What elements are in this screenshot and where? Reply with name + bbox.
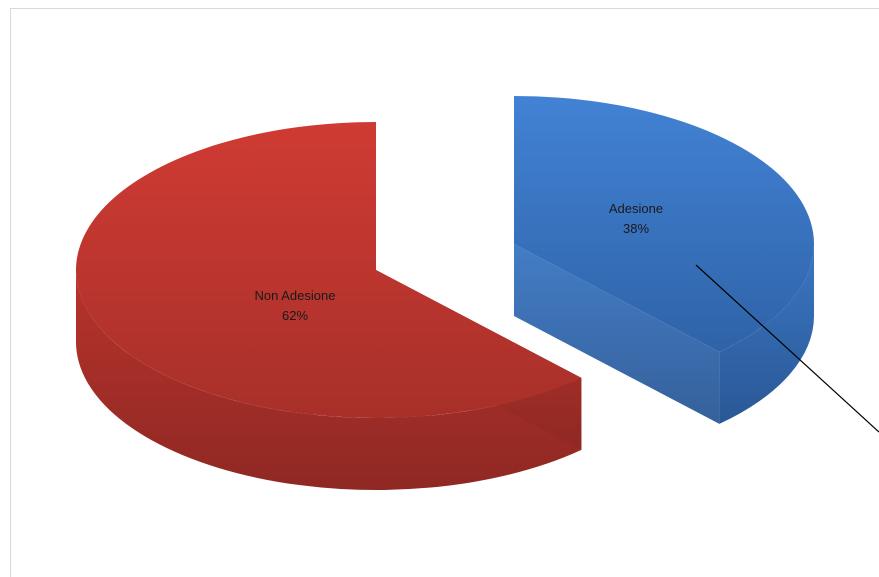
slice-top (514, 96, 814, 352)
pie-slice-adesione (514, 96, 814, 424)
data-label-adesione: Adesione 38% (609, 201, 663, 236)
slice-side (719, 244, 814, 424)
slice-side (76, 270, 582, 490)
leader-line (695, 264, 879, 433)
pie-slice-non-adesione (76, 122, 582, 490)
data-label-non-adesione: Non Adesione 62% (255, 288, 336, 323)
slice-top (76, 122, 582, 419)
slice-cut-face (514, 244, 720, 424)
